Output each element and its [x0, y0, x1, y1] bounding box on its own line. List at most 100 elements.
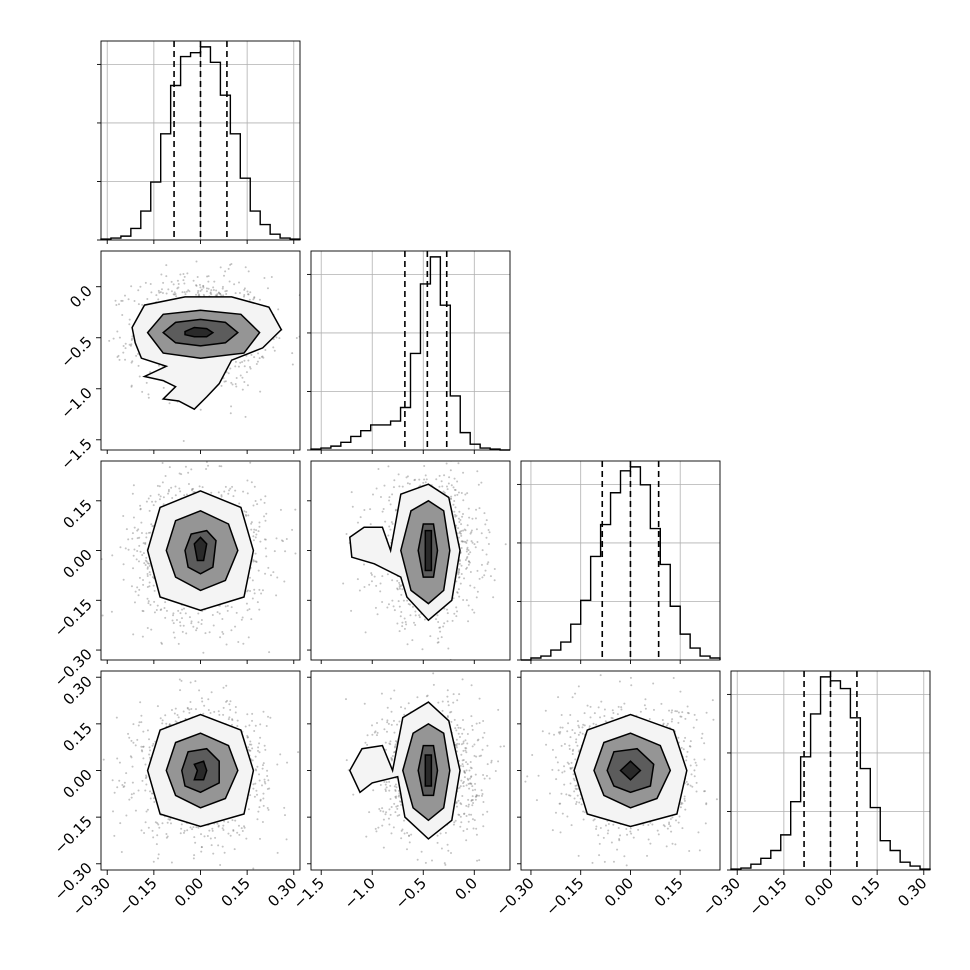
scatter-point: [446, 689, 449, 692]
scatter-point: [458, 595, 461, 598]
scatter-point: [190, 622, 193, 625]
scatter-point: [128, 798, 131, 801]
joint-panel-2-0: [93, 453, 307, 661]
scatter-point: [476, 590, 479, 593]
scatter-point: [455, 746, 458, 749]
scatter-point: [269, 574, 272, 577]
scatter-point: [464, 558, 467, 561]
scatter-point: [419, 484, 422, 487]
scatter-point: [364, 631, 367, 634]
scatter-point: [115, 304, 118, 307]
scatter-point: [222, 686, 225, 689]
scatter-point: [384, 520, 387, 523]
scatter-point: [137, 724, 140, 727]
scatter-point: [457, 573, 460, 576]
scatter-point: [130, 739, 133, 742]
scatter-point: [158, 291, 161, 294]
scatter-point: [127, 298, 130, 301]
scatter-point: [245, 602, 248, 605]
scatter-point: [259, 498, 262, 501]
scatter-point: [200, 846, 203, 849]
scatter-point: [123, 781, 126, 784]
scatter-point: [145, 532, 148, 535]
scatter-point: [464, 540, 467, 543]
scatter-point: [237, 640, 240, 643]
scatter-point: [240, 827, 243, 830]
scatter-point: [253, 528, 256, 531]
histogram-frame-1: [310, 250, 511, 451]
scatter-point: [466, 492, 469, 495]
scatter-point: [245, 511, 248, 514]
scatter-point: [151, 576, 154, 579]
scatter-point: [235, 377, 238, 380]
scatter-point: [462, 598, 465, 601]
scatter-point: [247, 808, 250, 811]
scatter-point: [146, 566, 149, 569]
scatter-point: [492, 596, 495, 599]
scatter-point: [456, 610, 459, 613]
scatter-point: [225, 289, 228, 292]
scatter-point: [132, 723, 135, 726]
scatter-point: [133, 526, 136, 529]
scatter-point: [467, 604, 470, 607]
scatter-point: [164, 475, 167, 478]
scatter-point: [176, 287, 179, 290]
scatter-point: [259, 799, 262, 802]
scatter-point: [264, 495, 267, 498]
scatter-point: [112, 810, 115, 813]
scatter-point: [162, 453, 164, 455]
scatter-point: [406, 599, 409, 602]
scatter-point: [473, 611, 476, 614]
scatter-point: [443, 607, 446, 610]
scatter-point: [140, 749, 143, 752]
scatter-point: [173, 712, 176, 715]
scatter-point: [447, 704, 450, 707]
scatter-point: [459, 532, 462, 535]
scatter-point: [390, 521, 393, 524]
scatter-point: [118, 358, 121, 361]
scatter-point: [443, 622, 446, 625]
scatter-point: [66, 318, 68, 320]
scatter-point: [176, 279, 179, 282]
scatter-point: [243, 826, 246, 829]
scatter-point: [255, 560, 258, 563]
scatter-point: [227, 821, 230, 824]
scatter-point: [465, 804, 468, 807]
scatter-point: [93, 624, 95, 626]
density-fill-3: [425, 530, 432, 571]
scatter-point: [229, 487, 232, 490]
scatter-point: [248, 749, 251, 752]
scatter-point: [305, 534, 307, 536]
scatter-point: [487, 528, 490, 531]
scatter-point: [250, 353, 253, 356]
scatter-point: [137, 560, 140, 563]
scatter-point: [460, 491, 463, 494]
scatter-point: [254, 560, 257, 563]
scatter-point: [202, 284, 205, 287]
scatter-point: [222, 876, 224, 878]
scatter-point: [174, 293, 177, 296]
scatter-point: [152, 860, 155, 863]
scatter-point: [399, 585, 402, 588]
scatter-point: [475, 596, 478, 599]
scatter-point: [153, 800, 156, 803]
scatter-point: [389, 528, 392, 531]
scatter-point: [453, 612, 456, 615]
scatter-point: [139, 701, 142, 704]
scatter-point: [204, 632, 207, 635]
scatter-point: [398, 581, 401, 584]
scatter-point: [261, 355, 264, 358]
contour-line-1: [181, 747, 220, 794]
scatter-point: [195, 629, 198, 632]
scatter-point: [110, 610, 113, 613]
scatter-point: [466, 546, 469, 549]
scatter-point: [128, 318, 131, 321]
scatter-point: [195, 284, 198, 287]
joint-content: [66, 260, 300, 450]
scatter-point: [458, 558, 461, 561]
scatter-point: [264, 748, 267, 751]
scatter-point: [147, 396, 150, 399]
scatter-point: [155, 843, 158, 846]
scatter-point: [461, 759, 464, 762]
scatter-point: [158, 364, 161, 367]
